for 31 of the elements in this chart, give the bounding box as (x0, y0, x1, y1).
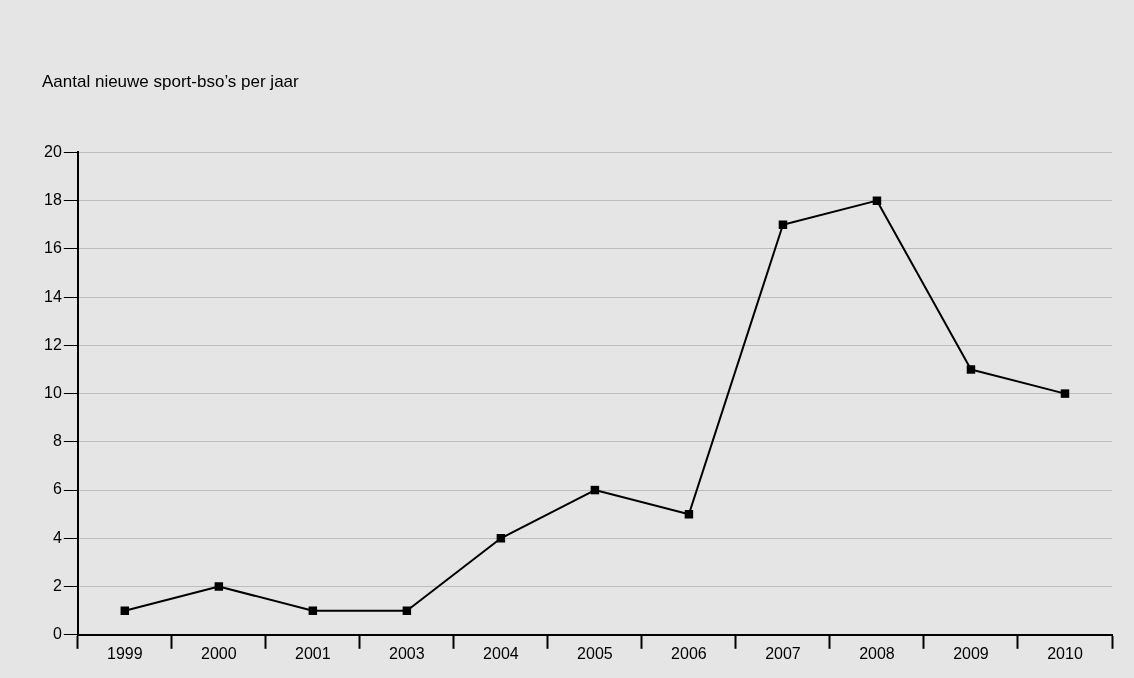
y-tick-label: 12 (44, 335, 62, 353)
y-tick-label: 18 (44, 191, 62, 209)
x-tick-label: 1999 (107, 644, 143, 662)
x-tick-label: 2008 (859, 644, 895, 662)
y-tick-label: 14 (44, 287, 62, 305)
y-tick-label: 6 (52, 480, 62, 498)
x-tick-label: 2003 (389, 644, 425, 662)
y-tick-label: 16 (44, 239, 62, 257)
point (872, 196, 882, 205)
x-tick-label: 2007 (765, 644, 801, 662)
x-tick-label: 2010 (1047, 644, 1083, 662)
y-tick-label: 8 (52, 432, 62, 450)
point (1060, 389, 1070, 398)
point (496, 534, 506, 543)
x-tick-label: 2006 (671, 644, 707, 662)
y-tick-label: 4 (52, 528, 62, 546)
x-tick-label: 2001 (295, 644, 331, 662)
point (966, 365, 976, 374)
x-tick-label: 2000 (201, 644, 237, 662)
chart-title: Aantal nieuwe sport-bso’s per jaar (42, 71, 300, 91)
point (214, 582, 224, 591)
x-tick-label: 2009 (953, 644, 989, 662)
x-tick-label: 2005 (577, 644, 613, 662)
y-tick-label: 2 (52, 576, 62, 594)
y-tick-label: 0 (52, 625, 62, 643)
point (308, 606, 318, 615)
x-tick-label: 2004 (483, 644, 519, 662)
point (120, 606, 130, 615)
y-tick-label: 20 (44, 142, 62, 160)
y-tick-label: 10 (44, 384, 62, 402)
point (402, 606, 412, 615)
